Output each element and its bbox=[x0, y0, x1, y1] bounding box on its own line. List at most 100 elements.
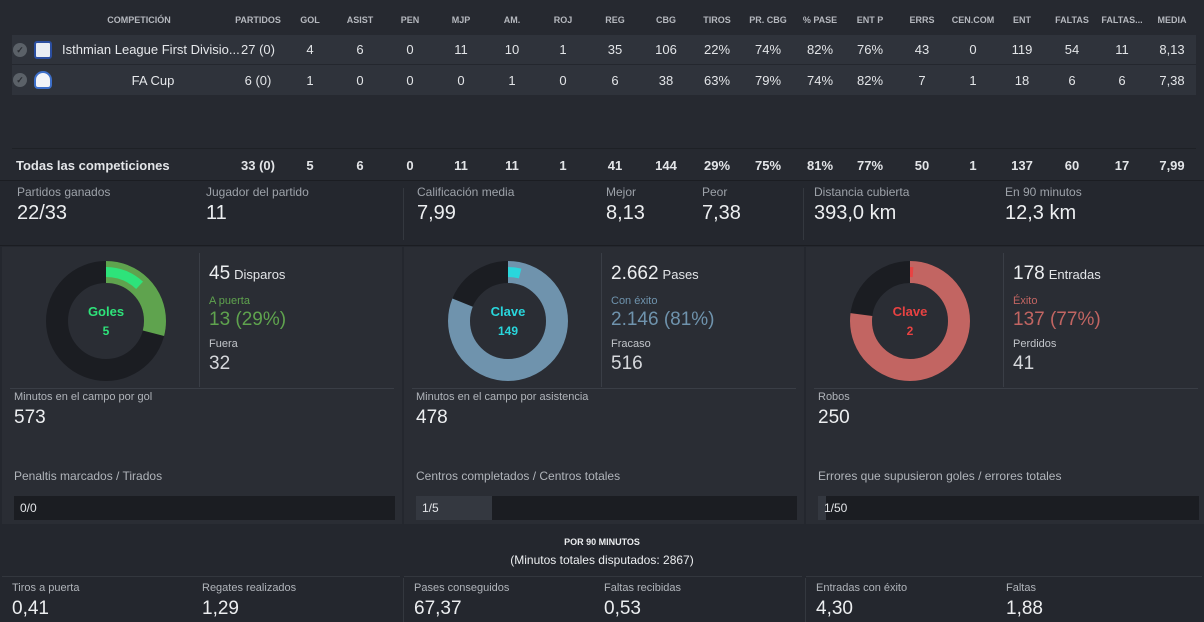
pom-label: Jugador del partido bbox=[206, 185, 309, 199]
total-pom: 11 bbox=[454, 157, 468, 173]
avg-rating-stat: Calificación media 7,99 bbox=[417, 185, 514, 225]
col-header-pass-pct[interactable]: % PASE bbox=[802, 15, 838, 25]
col-header-fouls-against[interactable]: FALTAS... bbox=[1101, 15, 1143, 25]
cell-crosses: 1 bbox=[969, 72, 977, 88]
total-label: Todas las competiciones bbox=[16, 157, 170, 173]
total-key-passes: 144 bbox=[655, 157, 677, 173]
per90-stat-value: 1,29 bbox=[202, 598, 239, 619]
total-crosses: 1 bbox=[969, 157, 977, 173]
divider bbox=[199, 253, 200, 387]
table-total-row: Todas las competiciones 33 (0) 5 6 0 11 … bbox=[12, 150, 1196, 180]
distance-per90-stat: En 90 minutos 12,3 km bbox=[1005, 185, 1082, 225]
check-icon: ✓ bbox=[13, 73, 27, 87]
errors-value: 1/50 bbox=[824, 501, 848, 515]
interceptions-value: 250 bbox=[818, 407, 850, 428]
per90-stat-label: Entradas con éxito bbox=[816, 582, 908, 594]
divider bbox=[805, 578, 806, 622]
key-tackles-donut-chart bbox=[850, 261, 970, 381]
donut-value: 2 bbox=[906, 324, 914, 338]
donut-arc-key bbox=[454, 267, 562, 375]
total-tackle-pct: 77% bbox=[856, 157, 884, 173]
competition-name[interactable]: Isthmian League First Divisio... bbox=[62, 42, 240, 57]
table-row[interactable]: ✓ FA Cup 6 (0) 1 0 0 0 1 0 6 38 63% 79% … bbox=[12, 65, 1196, 95]
cell-key-passes: 106 bbox=[655, 42, 677, 57]
cell-matches: 27 (0) bbox=[241, 42, 275, 57]
col-header-key-pass-rate[interactable]: PR. CBG bbox=[749, 15, 787, 25]
divider bbox=[12, 148, 1196, 149]
games-won-label: Partidos ganados bbox=[17, 185, 111, 199]
cell-pass-pct: 74% bbox=[806, 72, 834, 88]
pom-value: 11 bbox=[206, 202, 227, 224]
cup-crest-icon bbox=[34, 71, 52, 89]
col-header-fouls[interactable]: FALTAS bbox=[1055, 15, 1089, 25]
col-header-penalties[interactable]: PEN bbox=[400, 15, 420, 25]
divider bbox=[412, 388, 796, 389]
cell-tackle-pct: 82% bbox=[856, 72, 884, 88]
donut-value: 149 bbox=[497, 324, 519, 338]
penalties-bar: 0/0 bbox=[14, 496, 395, 520]
key-passes-donut-chart bbox=[448, 261, 568, 381]
cell-assists: 6 bbox=[356, 42, 364, 57]
per90-stat: Faltas 1,88 bbox=[1006, 582, 1043, 620]
cell-goals: 4 bbox=[306, 42, 314, 57]
total-rating: 7,99 bbox=[1159, 157, 1185, 173]
total-dribbles: 41 bbox=[607, 157, 623, 173]
col-header-pom[interactable]: MJP bbox=[451, 15, 471, 25]
col-header-key-passes[interactable]: CBG bbox=[656, 15, 676, 25]
won-value: 137 (77%) bbox=[1013, 309, 1101, 330]
cell-pass-pct: 82% bbox=[806, 42, 834, 57]
off-target-label: Fuera bbox=[209, 338, 238, 350]
player-of-match-stat: Jugador del partido 11 bbox=[206, 185, 309, 225]
cell-key-pass-rate: 79% bbox=[754, 72, 782, 88]
donut-label: Goles bbox=[87, 304, 125, 319]
distance-per90-value: 12,3 km bbox=[1005, 202, 1077, 224]
cell-rating: 7,38 bbox=[1159, 72, 1185, 88]
minutes-per-goal-value: 573 bbox=[14, 407, 46, 428]
distance-per90-label: En 90 minutos bbox=[1005, 185, 1082, 199]
col-header-tackles[interactable]: ENT bbox=[1013, 15, 1031, 25]
col-header-assists[interactable]: ASIST bbox=[346, 15, 374, 25]
best-rating-stat: Mejor 8,13 bbox=[606, 185, 645, 225]
divider bbox=[814, 388, 1198, 389]
per90-stat-value: 0,41 bbox=[12, 598, 49, 619]
col-header-competition[interactable]: COMPETICIÓN bbox=[107, 15, 171, 25]
failed-value: 516 bbox=[611, 353, 643, 374]
col-header-goals[interactable]: GOL bbox=[300, 15, 320, 25]
total-penalties: 0 bbox=[406, 157, 414, 173]
minutes-per-assist-label: Minutos en el campo por asistencia bbox=[416, 391, 589, 403]
interceptions-stat: Robos 250 bbox=[818, 391, 850, 429]
errors-bar: 1/50 bbox=[818, 496, 1199, 520]
total-assists: 6 bbox=[356, 157, 364, 173]
minutes-per-assist-stat: Minutos en el campo por asistencia 478 bbox=[416, 391, 588, 429]
tackles-breakdown: 178 Entradas Éxito 137 (77%) Perdidos 41 bbox=[1013, 263, 1101, 375]
cell-pom: 0 bbox=[457, 72, 465, 88]
col-header-crosses[interactable]: CEN.COM bbox=[951, 15, 995, 25]
donut-value: 5 bbox=[102, 324, 110, 338]
worst-rating-stat: Peor 7,38 bbox=[702, 185, 741, 225]
crosses-bar: 1/5 bbox=[416, 496, 797, 520]
per90-stat-label: Regates realizados bbox=[202, 582, 297, 594]
cell-shots: 63% bbox=[703, 72, 731, 88]
col-header-red[interactable]: ROJ bbox=[553, 15, 573, 25]
shooting-panel: Goles 5 45 Disparos A puerta 13 (29%) Fue… bbox=[2, 247, 402, 524]
cell-assists: 0 bbox=[356, 72, 364, 88]
col-header-matches[interactable]: PARTIDOS bbox=[235, 15, 281, 25]
col-header-dribbles[interactable]: REG bbox=[605, 15, 625, 25]
competition-name[interactable]: FA Cup bbox=[131, 72, 175, 88]
col-header-rating[interactable]: MEDIA bbox=[1157, 15, 1187, 25]
total-yellow: 11 bbox=[505, 157, 519, 173]
table-row[interactable]: ✓ Isthmian League First Divisio... 27 (0… bbox=[12, 35, 1196, 65]
per90-subtitle: (Minutos totales disputados: 2867) bbox=[510, 553, 694, 567]
col-header-tackle-pct[interactable]: ENT P bbox=[856, 15, 884, 25]
passes-total-label: Pases bbox=[662, 267, 699, 282]
passes-total-value: 2.662 bbox=[611, 263, 659, 284]
col-header-shots[interactable]: TIROS bbox=[703, 15, 731, 25]
cell-penalties: 0 bbox=[406, 42, 414, 57]
lost-value: 41 bbox=[1013, 353, 1035, 374]
passing-panel: Clave 149 2.662 Pases Con éxito 2.146 (81… bbox=[404, 247, 804, 524]
won-label: Éxito bbox=[1013, 295, 1038, 307]
col-header-yellow[interactable]: AM. bbox=[503, 15, 521, 25]
cell-goals: 1 bbox=[306, 72, 314, 88]
col-header-errors[interactable]: ERRS bbox=[909, 15, 935, 25]
cell-red: 1 bbox=[559, 42, 567, 57]
